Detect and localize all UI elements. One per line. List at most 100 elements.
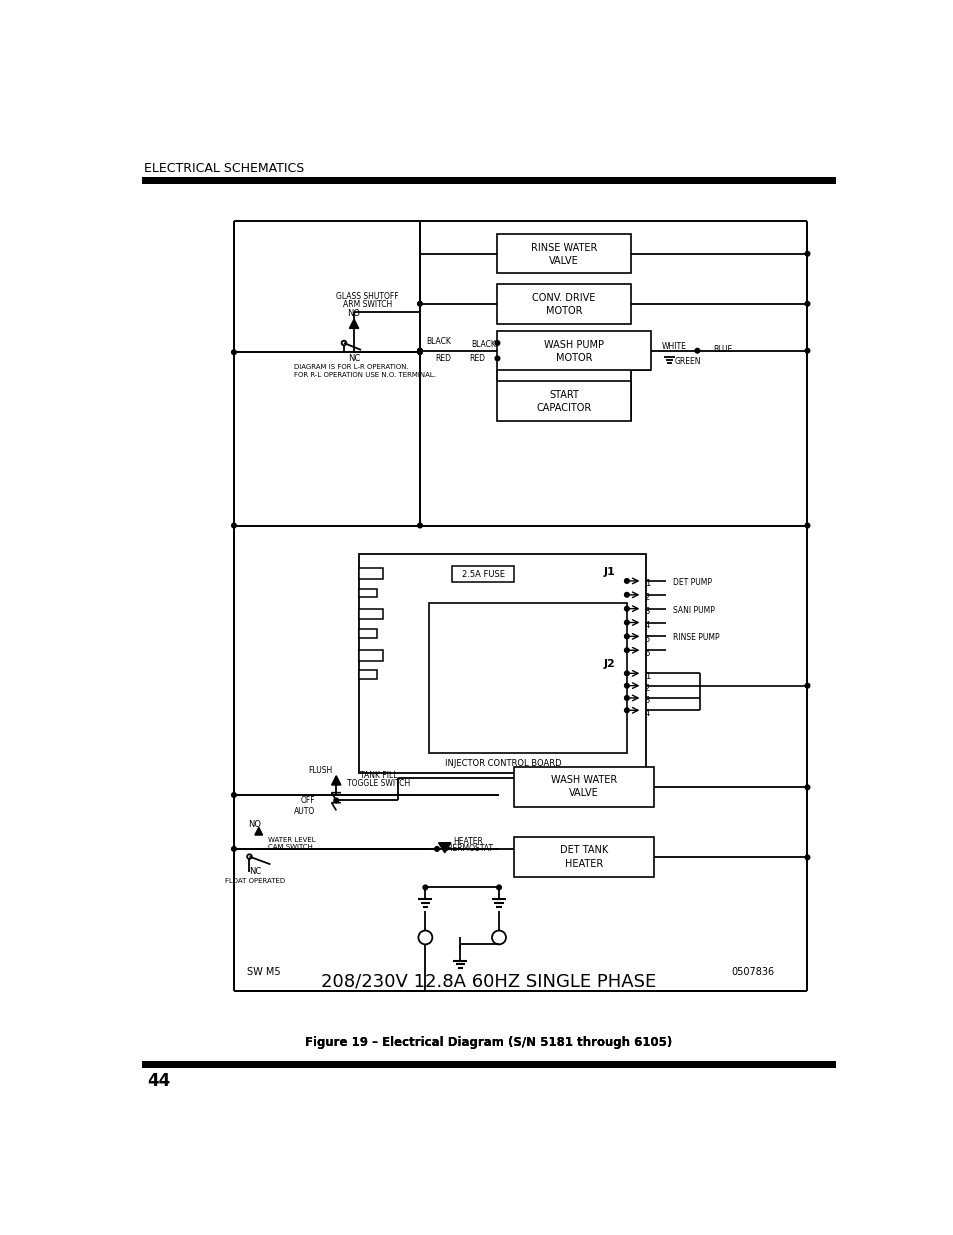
Bar — [359, 671, 376, 679]
Circle shape — [334, 798, 338, 803]
Text: BLUE: BLUE — [713, 345, 732, 353]
Circle shape — [804, 252, 809, 256]
Text: WHITE: WHITE — [661, 342, 686, 351]
Bar — [429, 603, 626, 752]
Text: 208/230V 12.8A 60HZ SINGLE PHASE: 208/230V 12.8A 60HZ SINGLE PHASE — [321, 972, 656, 990]
Text: OFF: OFF — [300, 795, 315, 805]
Text: 3: 3 — [644, 697, 649, 705]
Text: SW M5: SW M5 — [247, 967, 280, 977]
Text: THERMOSTAT: THERMOSTAT — [442, 845, 493, 853]
Text: 2: 2 — [644, 593, 649, 603]
Text: Figure 19 – Electrical Diagram (S/N 5181 through 6105): Figure 19 – Electrical Diagram (S/N 5181… — [305, 1036, 672, 1050]
Text: FOR R-L OPERATION USE N.O. TERMINAL.: FOR R-L OPERATION USE N.O. TERMINAL. — [294, 372, 436, 378]
Bar — [514, 837, 654, 877]
Circle shape — [624, 648, 629, 652]
Text: WATER LEVEL: WATER LEVEL — [268, 836, 315, 842]
Circle shape — [695, 348, 699, 353]
Text: WASH WATER: WASH WATER — [551, 776, 617, 785]
Text: 5: 5 — [644, 635, 649, 643]
Text: Figure 19 – Electrical Diagram (S/N 5181 through 6105): Figure 19 – Electrical Diagram (S/N 5181… — [305, 1036, 672, 1050]
Text: 4: 4 — [644, 709, 649, 718]
Polygon shape — [332, 776, 340, 785]
Text: RINSE PUMP: RINSE PUMP — [673, 634, 720, 642]
Text: VALVE: VALVE — [549, 257, 578, 267]
Circle shape — [417, 350, 422, 354]
Text: BLACK: BLACK — [426, 337, 451, 346]
Bar — [497, 380, 630, 421]
Text: NO: NO — [248, 820, 261, 829]
Text: 4: 4 — [644, 621, 649, 630]
Circle shape — [417, 348, 422, 353]
Text: J2: J2 — [603, 659, 615, 669]
Bar — [359, 589, 376, 597]
Circle shape — [417, 348, 422, 353]
Circle shape — [232, 524, 236, 527]
Text: 0507836: 0507836 — [731, 967, 774, 977]
Circle shape — [624, 593, 629, 597]
Bar — [359, 555, 645, 773]
Text: RINSE WATER: RINSE WATER — [531, 243, 597, 253]
Text: WASH PUMP: WASH PUMP — [543, 341, 603, 351]
Bar — [359, 630, 376, 638]
Circle shape — [624, 695, 629, 700]
Text: NC: NC — [348, 354, 360, 363]
Text: AUTO: AUTO — [294, 808, 315, 816]
Bar — [359, 651, 382, 661]
Text: TANK FILL: TANK FILL — [359, 771, 397, 781]
Circle shape — [804, 301, 809, 306]
Text: DET TANK: DET TANK — [559, 846, 608, 856]
Text: TOGGLE SWITCH: TOGGLE SWITCH — [347, 779, 410, 788]
Text: DET PUMP: DET PUMP — [673, 578, 712, 587]
Text: 2.5A FUSE: 2.5A FUSE — [461, 569, 504, 578]
Polygon shape — [349, 319, 358, 329]
Bar — [497, 235, 630, 273]
Circle shape — [624, 620, 629, 625]
Bar — [142, 1061, 835, 1067]
Circle shape — [804, 348, 809, 353]
Bar — [514, 767, 654, 808]
Circle shape — [624, 708, 629, 713]
Circle shape — [417, 301, 422, 306]
Bar — [452, 567, 514, 582]
Text: BLACK: BLACK — [471, 340, 496, 350]
Text: MOTOR: MOTOR — [545, 306, 581, 316]
Text: RED: RED — [435, 354, 451, 363]
Circle shape — [624, 579, 629, 583]
Circle shape — [232, 846, 236, 851]
Text: ELECTRICAL SCHEMATICS: ELECTRICAL SCHEMATICS — [144, 162, 304, 174]
Circle shape — [804, 524, 809, 527]
Circle shape — [232, 793, 236, 798]
Text: NC: NC — [249, 867, 261, 877]
Circle shape — [495, 341, 499, 346]
Circle shape — [624, 683, 629, 688]
Text: NO: NO — [347, 309, 360, 319]
Text: J1: J1 — [603, 567, 615, 577]
Circle shape — [435, 846, 439, 851]
Text: SANI PUMP: SANI PUMP — [673, 605, 715, 615]
Circle shape — [624, 671, 629, 676]
Circle shape — [624, 634, 629, 638]
Bar — [359, 609, 382, 620]
Circle shape — [804, 785, 809, 789]
Text: RED: RED — [469, 354, 485, 363]
Circle shape — [417, 524, 422, 527]
Text: 6: 6 — [644, 648, 649, 658]
Circle shape — [804, 855, 809, 860]
Text: 1: 1 — [644, 672, 649, 680]
Text: FLOAT OPERATED: FLOAT OPERATED — [225, 878, 285, 884]
Text: CAM SWITCH: CAM SWITCH — [268, 844, 313, 850]
Text: HEATER: HEATER — [564, 858, 602, 868]
Text: VALVE: VALVE — [569, 788, 598, 799]
Circle shape — [497, 885, 500, 889]
Polygon shape — [438, 842, 451, 852]
Bar — [497, 284, 630, 324]
Circle shape — [422, 885, 427, 889]
Text: 1: 1 — [644, 579, 649, 588]
Circle shape — [804, 683, 809, 688]
Text: CAPACITOR: CAPACITOR — [536, 403, 591, 412]
Circle shape — [232, 350, 236, 354]
Circle shape — [495, 356, 499, 361]
Bar — [359, 568, 382, 579]
Text: 2: 2 — [644, 684, 649, 693]
Bar — [142, 177, 835, 184]
